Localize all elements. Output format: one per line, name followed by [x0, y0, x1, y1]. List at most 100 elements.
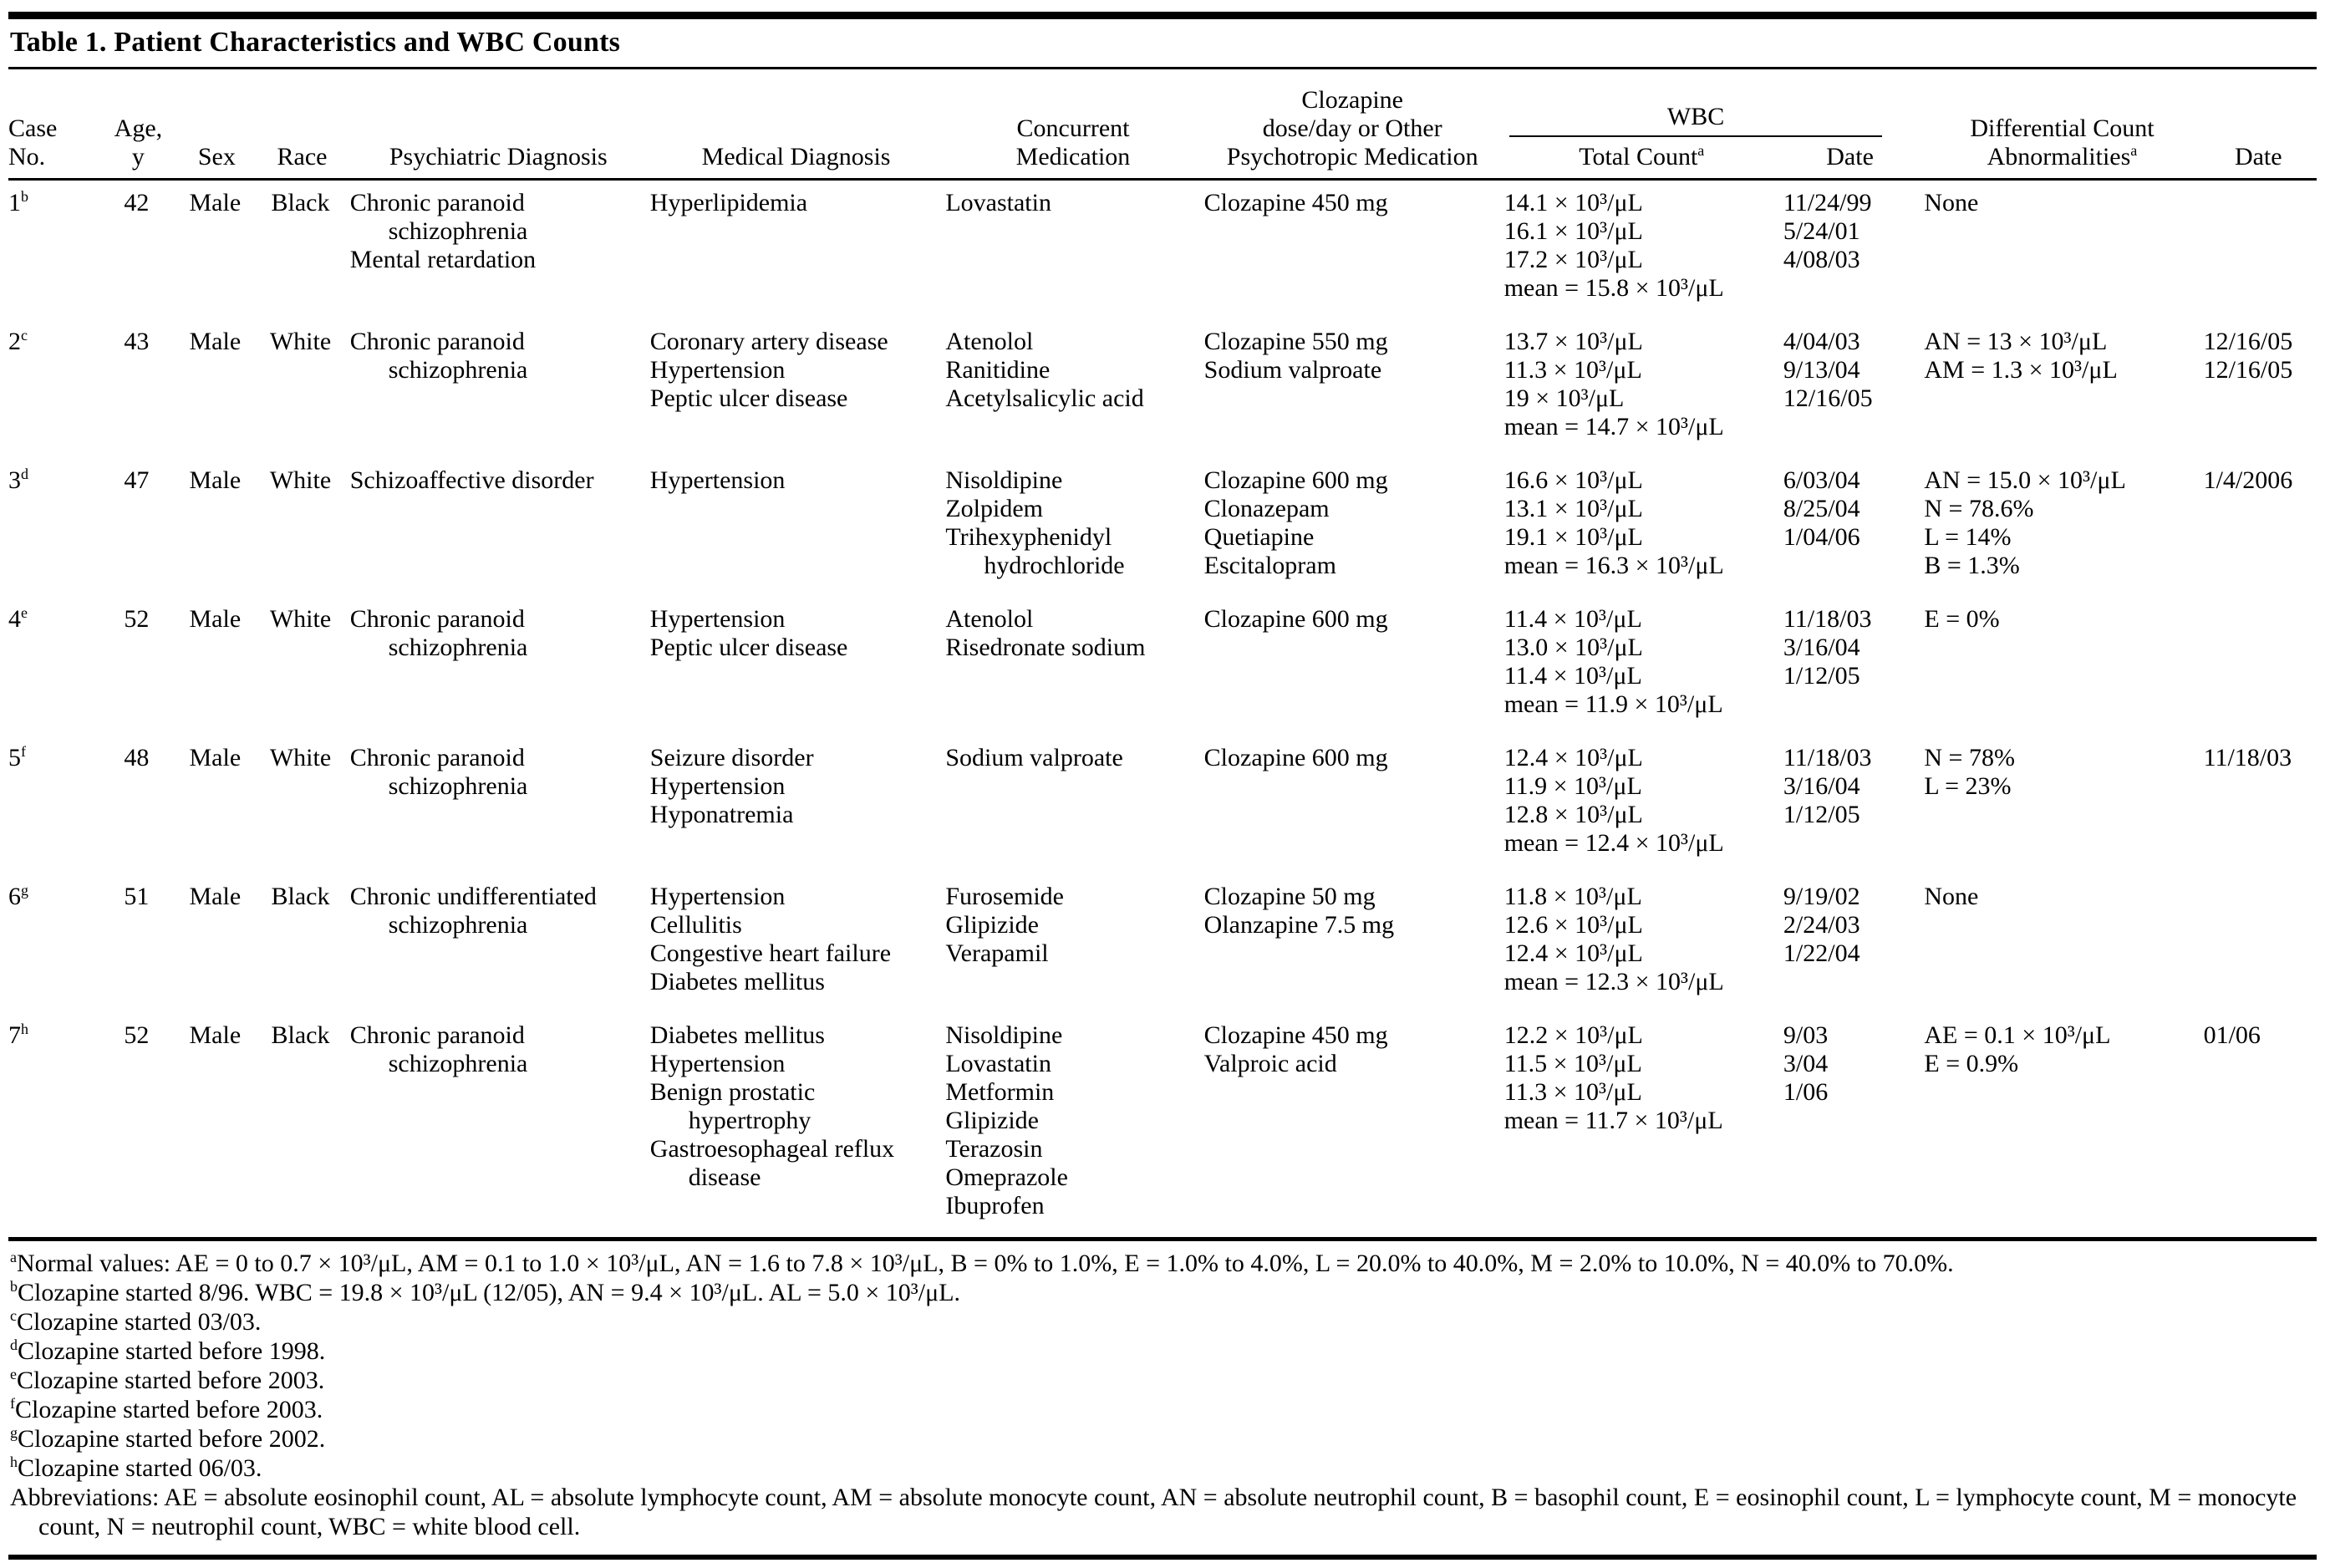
- cell-line: 13.0 × 10³/μL: [1503, 634, 1643, 661]
- cell-case-no: 2c: [8, 319, 100, 458]
- footnote-mark: g: [10, 1424, 18, 1441]
- cell-line: Atenolol: [945, 328, 1034, 355]
- cell-differential-date: 11/18/03: [2204, 736, 2317, 874]
- cell-sex: Male: [189, 189, 242, 216]
- cell-psychiatric-diagnosis: Chronic paranoid schizophrenia: [350, 736, 650, 874]
- patient-row: 1b 42 Male Black Chronic paranoid schizophre…: [8, 180, 2317, 320]
- cell-concurrent-medication: Lovastatin: [945, 180, 1203, 320]
- cell-line: Ibuprofen: [945, 1192, 1045, 1219]
- cell-line: Hypertension: [649, 883, 786, 910]
- cell-line: 12/16/05: [2203, 356, 2293, 384]
- cell-line: 9/19/02: [1783, 883, 1860, 910]
- cell-line: 5/24/01: [1783, 217, 1860, 245]
- footnote-mark: h: [10, 1453, 18, 1470]
- footnote-mark: d: [10, 1336, 18, 1353]
- cell-medical-diagnosis: Diabetes mellitus Hypertension Benign pros…: [650, 1013, 946, 1237]
- footnote-mark: c: [10, 1307, 17, 1324]
- footnote: eClozapine started before 2003.: [10, 1366, 2315, 1395]
- case-number: 5: [8, 744, 21, 771]
- case-number: 7: [8, 1021, 21, 1049]
- cell-line: mean = 14.7 × 10³/μL: [1503, 413, 1724, 440]
- cell-race: Black: [271, 883, 330, 910]
- footnote-text: Normal values: AE = 0 to 0.7 × 10³/μL, A…: [17, 1250, 1954, 1277]
- cell-line: AE = 0.1 × 10³/μL: [1924, 1021, 2111, 1049]
- cell-age: 52: [124, 1021, 150, 1049]
- cell-line: Verapamil: [945, 939, 1049, 967]
- cell-line: 1/22/04: [1783, 939, 1860, 967]
- cell-line: 2/24/03: [1783, 911, 1860, 939]
- patient-row: 3d 47 Male White Schizoaffective disorder Hyp…: [8, 458, 2317, 597]
- header-line: Case: [8, 115, 58, 142]
- cell-line: B = 1.3%: [1924, 552, 2020, 579]
- cell-line: 8/25/04: [1783, 495, 1860, 522]
- cell-medical-diagnosis: Hypertension: [650, 458, 946, 597]
- cell-line: Omeprazole: [945, 1163, 1068, 1191]
- cell-race: White: [269, 744, 332, 771]
- cell-race: Black: [271, 189, 330, 216]
- cell-line: 9/03: [1783, 1021, 1829, 1049]
- footnote: dClozapine started before 1998.: [10, 1336, 2315, 1366]
- cell-differential-abnormalities: None: [1924, 180, 2203, 320]
- cell-race: White: [269, 328, 332, 355]
- cell-sex: Male: [189, 605, 242, 633]
- cell-line: 16.6 × 10³/μL: [1503, 466, 1643, 494]
- cell-wbc-date: 11/18/03 3/16/04 1/12/05: [1783, 597, 1924, 736]
- cell-line: AN = 15.0 × 10³/μL: [1924, 466, 2126, 494]
- cell-line: 11/18/03: [1783, 744, 1872, 771]
- col-header-wbc-total-count: Total Counta: [1504, 143, 1779, 171]
- header-line: Abnormalitiesa: [1924, 143, 2200, 171]
- cell-line: 12.4 × 10³/μL: [1503, 744, 1643, 771]
- footnote-text: Abbreviations: AE = absolute eosinophil …: [10, 1484, 2297, 1540]
- cell-wbc-date: 9/03 3/04 1/06: [1783, 1013, 1924, 1237]
- header-line: dose/day or Other: [1262, 115, 1442, 142]
- footnote-mark: f: [10, 1395, 15, 1412]
- col-header-wbc-group: WBC Total Counta Date: [1503, 69, 1925, 181]
- header-line: Psychotropic Medication: [1226, 143, 1478, 171]
- cell-line: AN = 13 × 10³/μL: [1924, 328, 2108, 355]
- footnote-mark: e: [21, 604, 28, 621]
- cell-line: AM = 1.3 × 10³/μL: [1924, 356, 2118, 384]
- cell-line: Acetylsalicylic acid: [945, 384, 1144, 412]
- col-header-psychiatric-diagnosis: Psychiatric Diagnosis: [349, 69, 650, 181]
- cell-line: Atenolol: [945, 605, 1034, 633]
- cell-line: Coronary artery disease: [649, 328, 888, 355]
- cell-line: 3/16/04: [1783, 772, 1860, 800]
- footnote-text: Clozapine started before 1998.: [18, 1337, 326, 1365]
- cell-line: 3/04: [1783, 1050, 1829, 1077]
- cell-wbc-total-count: 16.6 × 10³/μL 13.1 × 10³/μL 19.1 × 10³/μL m…: [1504, 458, 1783, 597]
- col-header-age: Age, y: [100, 69, 180, 181]
- cell-line: Peptic ulcer disease: [649, 634, 848, 661]
- cell-line: 17.2 × 10³/μL: [1503, 246, 1643, 273]
- col-header-case-no: Case No.: [8, 69, 101, 181]
- cell-line: 12.2 × 10³/μL: [1503, 1021, 1643, 1049]
- cell-line: None: [1924, 189, 1979, 216]
- cell-line: Terazosin: [945, 1135, 1043, 1163]
- cell-line: N = 78.6%: [1924, 495, 2034, 522]
- footnote-mark: e: [10, 1366, 17, 1382]
- cell-line: 14.1 × 10³/μL: [1503, 189, 1643, 216]
- cell-sex: Male: [189, 1021, 242, 1049]
- cell-differential-date: [2204, 180, 2317, 320]
- cell-line: 1/04/06: [1783, 523, 1860, 551]
- cell-line: Clozapine 450 mg: [1203, 189, 1388, 216]
- cell-line: 12.6 × 10³/μL: [1503, 911, 1643, 939]
- cell-line: 6/03/04: [1783, 466, 1860, 494]
- footnote-text: Clozapine started 03/03.: [17, 1308, 262, 1336]
- cell-line: Lovastatin: [945, 1050, 1051, 1077]
- cell-line: 11/24/99: [1783, 189, 1872, 216]
- cell-line: Glipizide: [945, 1107, 1039, 1134]
- footnote: aNormal values: AE = 0 to 0.7 × 10³/μL, …: [10, 1249, 2315, 1278]
- cell-race: Black: [271, 1021, 330, 1049]
- cell-line: E = 0%: [1924, 605, 2000, 633]
- case-number: 2: [8, 328, 21, 355]
- cell-differential-date: 1/4/2006: [2204, 458, 2317, 597]
- header-line: Clozapine: [1301, 86, 1404, 114]
- cell-medical-diagnosis: Coronary artery disease Hypertension Pepti…: [650, 319, 946, 458]
- cell-differential-abnormalities: N = 78% L = 23%: [1924, 736, 2203, 874]
- cell-clozapine-dose: Clozapine 450 mg: [1204, 180, 1504, 320]
- header-line: Age,: [114, 115, 163, 142]
- cell-age: 52: [124, 605, 150, 633]
- cell-line: Chronic paranoid schizophrenia: [349, 1021, 528, 1077]
- cell-line: Hypertension: [649, 356, 786, 384]
